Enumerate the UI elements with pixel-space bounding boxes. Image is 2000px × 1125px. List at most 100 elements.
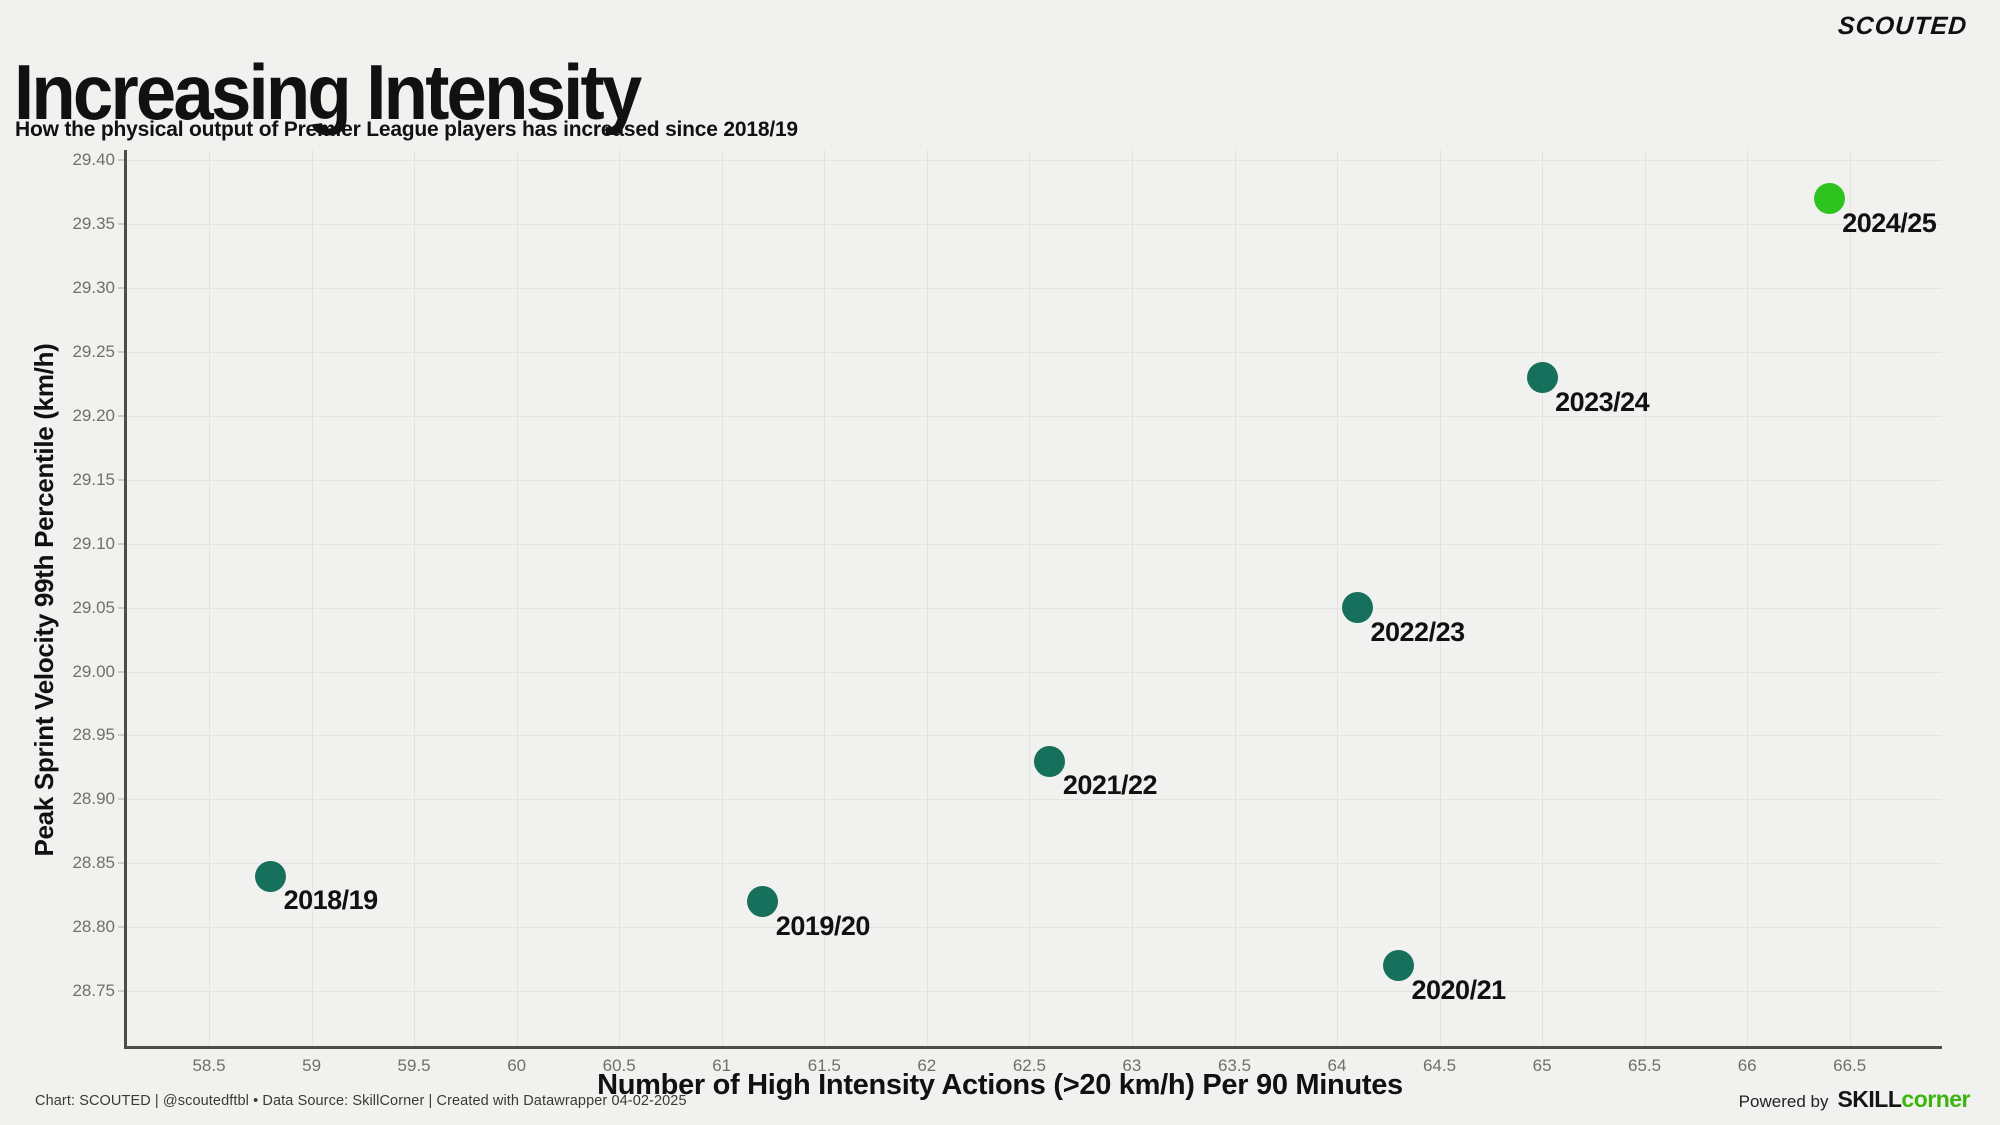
x-tick-label: 63.5 (1217, 1056, 1252, 1075)
data-point-label: 2023/24 (1555, 386, 1650, 417)
gridline-vertical (1234, 150, 1236, 1046)
y-tick-mark (118, 478, 124, 481)
gridline-horizontal (127, 160, 1942, 162)
x-tick-label: 65 (1532, 1056, 1552, 1075)
data-point-2021-22[interactable] (1034, 745, 1066, 777)
gridline-vertical (721, 150, 723, 1046)
x-tick-label: 64.5 (1422, 1056, 1457, 1075)
x-tick-label: 59.5 (397, 1056, 431, 1075)
x-tick-label: 59 (302, 1056, 322, 1075)
data-point-label: 2019/20 (775, 910, 871, 941)
data-point-label: 2022/23 (1370, 616, 1466, 647)
y-tick-mark (118, 734, 124, 737)
gridline-vertical (1337, 150, 1338, 1046)
x-tick-label: 60 (507, 1056, 527, 1075)
x-tick-label: 63 (1122, 1056, 1142, 1075)
x-tick-label: 66.5 (1833, 1056, 1867, 1075)
data-point-2018-19[interactable] (255, 860, 287, 892)
gridline-horizontal (127, 479, 1942, 481)
gridline-horizontal (127, 735, 1942, 737)
y-tick-mark (118, 798, 124, 801)
y-tick-label: 28.95 (72, 725, 115, 745)
gridline-vertical (1747, 150, 1749, 1046)
gridline-horizontal (127, 927, 1942, 929)
data-point-label: 2021/22 (1062, 770, 1158, 800)
gridline-vertical (926, 150, 928, 1046)
page-subtitle: How the physical output of Premier Leagu… (15, 118, 798, 141)
y-axis-tick-labels: 29.40 29.35 29.30 29.25 29.20 29.15 29.10 29.05… (0, 150, 115, 1046)
y-tick-label: 29.05 (72, 597, 115, 617)
chart-credit: Chart: SCOUTED | @scoutedftbl • Data Sou… (35, 1093, 687, 1109)
data-point-label: 2018/19 (283, 885, 379, 915)
x-tick-label: 62.5 (1012, 1056, 1046, 1075)
y-tick-mark (118, 287, 124, 289)
gridline-vertical (414, 150, 416, 1046)
data-point-2020-21[interactable] (1383, 950, 1414, 981)
y-tick-label: 29.40 (72, 150, 115, 170)
y-tick-label: 29.15 (72, 469, 115, 489)
gridline-horizontal (127, 607, 1942, 609)
plot-area: 2018/19 2019/20 2020/21 2021/22 2022/23 2023/… (127, 150, 1942, 1046)
y-tick-mark (118, 926, 124, 929)
y-tick-mark (118, 542, 124, 545)
gridline-vertical (1439, 150, 1441, 1046)
skillcorner-logo-corner: corner (1901, 1086, 1970, 1112)
gridline-vertical (619, 150, 621, 1046)
gridline-horizontal (127, 543, 1942, 545)
y-tick-label: 29.10 (72, 533, 115, 553)
x-axis-tick-labels: 58.5 59 59.5 60 60.5 61 61.5 62 62.5 63 63.5 64 64.5… (127, 1056, 1942, 1080)
gridline-vertical (1029, 150, 1031, 1046)
data-point-label: 2024/25 (1842, 207, 1937, 238)
x-tick-label: 65.5 (1628, 1056, 1662, 1075)
gridline-horizontal (127, 224, 1942, 226)
data-point-2019-20[interactable] (747, 886, 779, 918)
x-axis-title: Number of High Intensity Actions (>20 km… (597, 1069, 1403, 1101)
powered-by: Powered by SKILLcorner (1738, 1086, 1971, 1113)
y-tick-label: 29.25 (72, 342, 115, 361)
data-point-label: 2020/21 (1411, 974, 1507, 1005)
gridline-horizontal (127, 671, 1942, 673)
y-tick-mark (118, 414, 124, 417)
gridline-vertical (209, 150, 210, 1046)
gridline-horizontal (127, 799, 1942, 801)
data-point-2024-25[interactable] (1813, 183, 1845, 215)
gridline-vertical (311, 150, 313, 1046)
y-tick-label: 29.20 (72, 405, 115, 425)
y-tick-mark (118, 670, 124, 673)
data-point-2022-23[interactable] (1342, 592, 1373, 624)
skillcorner-logo: SKILLcorner (1837, 1086, 1970, 1113)
x-tick-label: 58.5 (192, 1056, 226, 1075)
gridline-horizontal (127, 415, 1942, 417)
y-tick-label: 28.90 (72, 789, 115, 809)
data-point-2023-24[interactable] (1526, 362, 1558, 393)
y-tick-mark (118, 351, 124, 353)
y-axis-line (124, 150, 127, 1049)
gridline-vertical (1644, 150, 1646, 1046)
x-tick-label: 66 (1737, 1056, 1757, 1075)
y-tick-mark (118, 990, 124, 992)
gridline-horizontal (127, 352, 1942, 353)
y-tick-mark (118, 862, 124, 865)
y-tick-label: 28.80 (72, 917, 115, 937)
y-tick-mark (118, 159, 124, 162)
x-tick-label: 64 (1327, 1056, 1347, 1075)
page-title: Increasing Intensity (14, 48, 642, 137)
x-tick-label: 61 (712, 1056, 732, 1075)
x-tick-label: 60.5 (602, 1056, 636, 1075)
skillcorner-logo-skill: SKILL (1837, 1086, 1902, 1112)
gridline-vertical (1542, 150, 1544, 1046)
y-tick-label: 29.00 (72, 661, 115, 681)
x-axis-line (124, 1046, 1942, 1049)
gridline-vertical (1131, 150, 1133, 1046)
y-tick-label: 29.30 (72, 278, 115, 297)
gridline-vertical (824, 150, 826, 1046)
gridline-vertical (516, 150, 518, 1046)
y-tick-label: 28.85 (72, 853, 115, 873)
gridline-horizontal (127, 991, 1942, 992)
y-tick-mark (118, 606, 124, 609)
x-tick-label: 62 (917, 1056, 937, 1075)
y-tick-label: 29.35 (72, 214, 115, 234)
powered-by-label: Powered by (1738, 1092, 1829, 1111)
x-tick-label: 61.5 (807, 1056, 841, 1075)
